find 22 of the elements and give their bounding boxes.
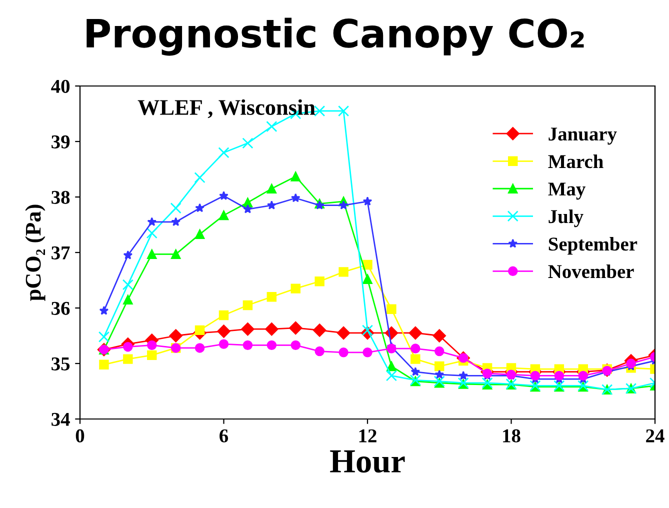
- legend-label: November: [548, 264, 634, 278]
- annotation: WLEF , Wisconsin: [138, 99, 316, 118]
- y-axis-title: pCO₂ (Pa): [25, 204, 46, 301]
- legend-label: September: [548, 236, 638, 255]
- y-tick-label: 38: [52, 190, 70, 204]
- legend-label: July: [548, 209, 584, 228]
- x-tick-label: 24: [646, 429, 664, 442]
- legend-label: January: [548, 128, 617, 145]
- y-tick-label: 36: [52, 302, 70, 315]
- y-tick-label: 34: [52, 412, 70, 426]
- x-tick-label: 12: [359, 429, 376, 442]
- x-tick-label: 18: [503, 429, 520, 442]
- legend-label: May: [548, 182, 586, 200]
- y-tick-label: 39: [52, 135, 70, 148]
- x-tick-label: 0: [76, 429, 84, 442]
- y-tick-label: 35: [52, 357, 70, 370]
- x-tick-label: 6: [220, 429, 228, 442]
- legend-label: March: [548, 154, 604, 168]
- x-axis-title: Hour: [330, 450, 405, 473]
- y-tick-label: 37: [52, 246, 70, 260]
- y-tick-label: 40: [51, 80, 70, 93]
- chart-title: Prognostic Canopy CO₂: [86, 18, 584, 56]
